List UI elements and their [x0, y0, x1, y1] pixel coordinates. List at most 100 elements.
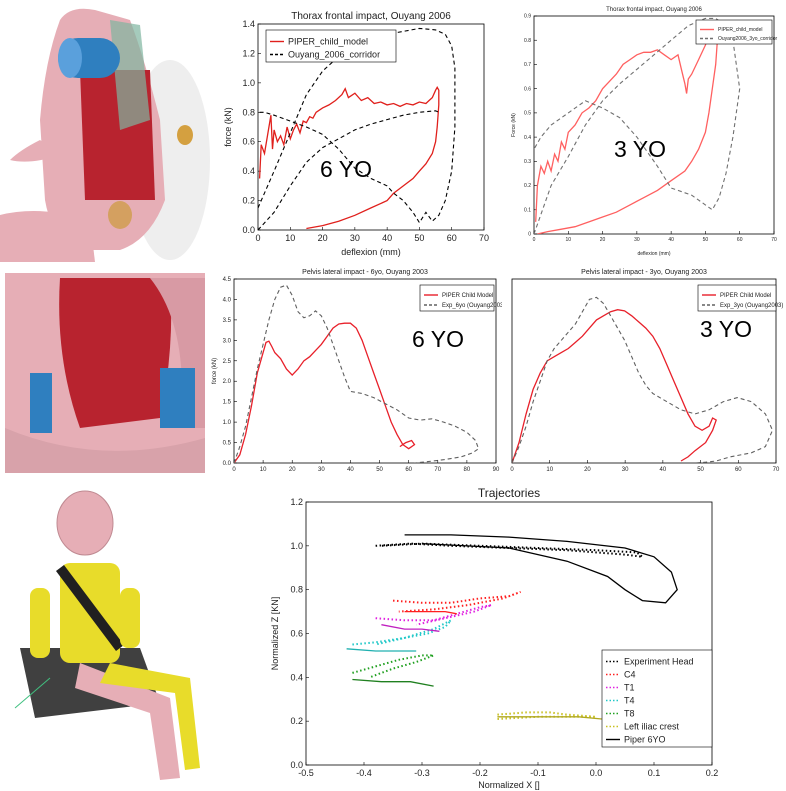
x-axis-label: deflexion (mm) [637, 251, 670, 257]
legend-label: T4 [624, 696, 635, 706]
plot-frame [257, 23, 485, 231]
plot-frame [533, 15, 775, 235]
chart-title: Pelvis lateral impact - 6yo, Ouyang 2003 [302, 269, 428, 276]
y-tick-label: 1.0 [290, 541, 303, 551]
y-tick-label: 0.6 [524, 86, 531, 92]
x-tick-label: 50 [697, 467, 704, 473]
y-tick-label: 0.5 [524, 111, 531, 117]
legend-label: Ouyang2006_3yo_corridor [718, 36, 778, 42]
plot-frame [511, 278, 777, 464]
thorax-3yo-overlay: 3 YO [614, 136, 666, 162]
x-tick-label: 10 [260, 467, 267, 473]
x-tick-label: 40 [668, 237, 674, 243]
legend-box [695, 19, 773, 45]
y-tick-label: 0.4 [242, 166, 255, 176]
x-tick-label: 70 [434, 467, 441, 473]
legend-label: PIPER_child_model [288, 37, 368, 47]
series-line [381, 624, 440, 632]
series-line [352, 654, 434, 679]
y-tick-label: 0.4 [524, 135, 531, 141]
legend-box [265, 29, 397, 63]
y-tick-label: 0.8 [290, 585, 303, 595]
legend-label: PIPER Child Model [442, 293, 493, 299]
y-tick-label: 0.0 [290, 760, 303, 770]
x-tick-label: -0.5 [298, 768, 314, 778]
y-axis-label: Force (kN) [511, 113, 517, 137]
y-axis-label: force (kN) [223, 107, 233, 147]
legend-box [601, 649, 713, 748]
series-line [497, 711, 597, 720]
x-tick-label: 40 [660, 467, 667, 473]
series-line [234, 284, 480, 463]
chart-title: Pelvis lateral impact - 3yo, Ouyang 2003 [581, 269, 707, 276]
y-tick-label: 0.0 [242, 225, 255, 235]
thorax-6yo-chart: Thorax frontal impact, Ouyang 2006 0 10 20 3… [223, 11, 489, 257]
x-tick-label: 0 [533, 237, 536, 243]
series-line [512, 296, 774, 463]
x-tick-label: 10 [566, 237, 572, 243]
y-tick-label: 0.5 [223, 441, 232, 447]
y-tick-label: 1.5 [223, 400, 232, 406]
x-tick-label: -0.4 [356, 768, 372, 778]
x-tick-label: 0.0 [590, 768, 603, 778]
x-tick-label: 40 [382, 233, 392, 243]
y-tick-label: 0.8 [524, 38, 531, 44]
x-tick-label: 50 [376, 467, 383, 473]
legend-label: Exp_6yo (Ouyang2003) [442, 303, 502, 309]
x-tick-label: 60 [405, 467, 412, 473]
pelvis-3yo-chart: Pelvis lateral impact - 3yo, Ouyang 2003… [510, 269, 783, 473]
chart-title: Thorax frontal impact, Ouyang 2006 [291, 11, 451, 22]
legend: PIPER Child Model Exp_3yo (Ouyang2003) [697, 284, 783, 312]
x-tick-label: 60 [447, 233, 457, 243]
x-tick-label: 20 [600, 237, 606, 243]
y-tick-label: 1.4 [242, 19, 255, 29]
y-tick-label: 2.0 [223, 379, 232, 385]
plot-frame [233, 278, 497, 464]
y-tick-label: 0.1 [524, 207, 531, 213]
legend-box [697, 284, 777, 312]
series-line [352, 619, 452, 646]
x-tick-label: 30 [350, 233, 360, 243]
series-line [346, 648, 417, 652]
thorax-model-image [0, 0, 210, 262]
seated-model-image [0, 478, 210, 791]
legend: PIPER_child_model Ouyang2006_3yo_corridor [695, 19, 778, 45]
x-tick-label: 30 [318, 467, 325, 473]
y-tick-label: 0.4 [290, 672, 303, 682]
y-tick-label: 2.5 [223, 359, 232, 365]
x-tick-label: 40 [347, 467, 354, 473]
x-tick-label: 20 [584, 467, 591, 473]
pelvis-6yo-chart: Pelvis lateral impact - 6yo, Ouyang 2003… [212, 269, 502, 473]
y-tick-label: 0.2 [524, 183, 531, 189]
series-line [375, 604, 492, 626]
x-tick-label: 50 [703, 237, 709, 243]
x-tick-label: 80 [464, 467, 471, 473]
series-line [404, 610, 457, 615]
chart-title: Trajectories [478, 486, 540, 500]
series-line [534, 17, 741, 234]
y-tick-label: 1.2 [242, 48, 255, 58]
x-tick-label: 0.2 [706, 768, 719, 778]
y-tick-label: 0.0 [223, 461, 232, 467]
legend-label: C4 [624, 670, 636, 680]
legend-label: T1 [624, 683, 635, 693]
y-tick-label: 0.9 [524, 14, 531, 20]
y-tick-label: 4.5 [223, 277, 232, 283]
series-line [512, 309, 717, 463]
x-tick-label: 0.1 [648, 768, 661, 778]
legend-label: Piper 6YO [624, 735, 666, 745]
x-tick-label: 0 [510, 467, 514, 473]
x-tick-label: 60 [737, 237, 743, 243]
legend: Experiment Head C4 T1 T4 T8 Left iliac crest P… [601, 649, 713, 748]
legend-box [419, 284, 495, 312]
legend: PIPER Child Model Exp_6yo (Ouyang2003) [419, 284, 502, 312]
legend: PIPER_child_model Ouyang_2006_corridor [265, 29, 397, 63]
pelvis-model-image [0, 268, 210, 473]
series-line [352, 678, 434, 687]
pelvis-3yo-overlay: 3 YO [700, 316, 752, 342]
x-tick-label: 90 [493, 467, 500, 473]
legend-label: PIPER_child_model [718, 27, 762, 33]
series-line [497, 716, 602, 720]
x-tick-label: 70 [479, 233, 489, 243]
legend-label: Ouyang_2006_corridor [288, 50, 380, 60]
